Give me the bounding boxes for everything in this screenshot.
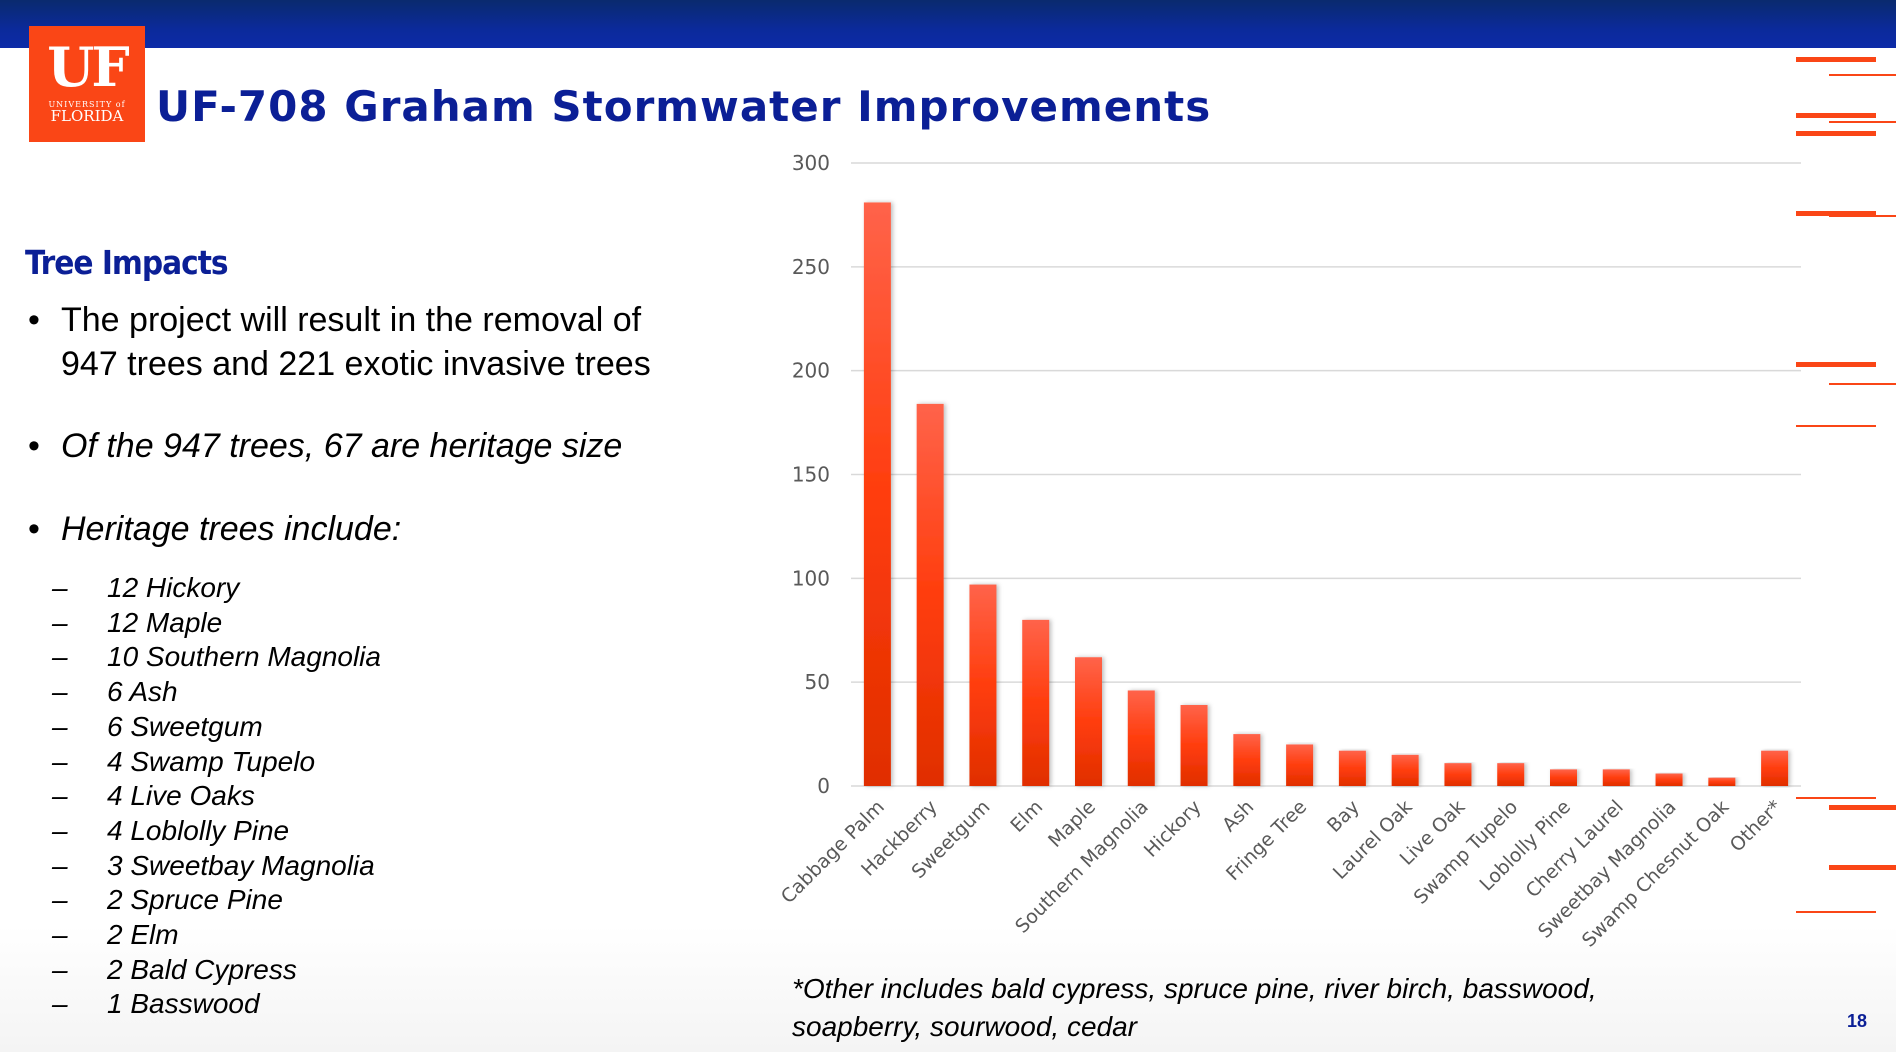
heritage-tree-text: 6 Sweetgum bbox=[107, 710, 263, 742]
y-tick-label: 200 bbox=[792, 359, 830, 383]
dash-icon: – bbox=[52, 676, 68, 708]
decorative-line bbox=[1796, 797, 1876, 799]
dash-icon: – bbox=[52, 745, 68, 777]
bullet-text: 947 trees and 221 exotic invasive trees bbox=[61, 345, 651, 383]
bar-southern-magnolia bbox=[1127, 690, 1155, 786]
y-tick-label: 0 bbox=[817, 774, 830, 798]
heritage-tree-text: 4 Live Oaks bbox=[107, 780, 255, 812]
dash-icon: – bbox=[52, 572, 68, 603]
page-title: UF-708 Graham Stormwater Improvements bbox=[156, 82, 1212, 131]
bar-hickory bbox=[1180, 705, 1208, 786]
logo-mark: UF bbox=[47, 35, 129, 99]
x-tick-label: Bay bbox=[1323, 796, 1364, 837]
bar-ash bbox=[1233, 734, 1261, 786]
bar-elm bbox=[1022, 619, 1050, 786]
page-number: 18 bbox=[1847, 1011, 1868, 1031]
heritage-tree-text: 4 Loblolly Pine bbox=[107, 814, 290, 846]
decorative-line bbox=[1829, 74, 1896, 76]
heritage-tree-text: 3 Sweetbay Magnolia bbox=[107, 849, 375, 881]
logo-florida: FLORIDA bbox=[50, 107, 124, 125]
footnote-line: soapberry, sourwood, cedar bbox=[792, 1011, 1137, 1042]
x-tick-label: Ash bbox=[1218, 796, 1258, 836]
header-bar bbox=[0, 0, 1896, 48]
bar-sweetbay-magnolia bbox=[1655, 773, 1683, 786]
decorative-line bbox=[1796, 425, 1876, 427]
logo-university: UNIVERSITY of bbox=[48, 100, 126, 109]
dash-icon: – bbox=[52, 641, 68, 673]
heritage-tree-text: 2 Spruce Pine bbox=[107, 884, 283, 916]
bar-hackberry bbox=[916, 403, 944, 786]
dash-icon: – bbox=[52, 780, 68, 812]
dash-icon: – bbox=[52, 884, 68, 916]
x-tick-label: Hickory bbox=[1140, 796, 1206, 862]
x-tick-label: Elm bbox=[1006, 796, 1047, 837]
heritage-tree-text: 4 Swamp Tupelo bbox=[107, 745, 316, 777]
footnote-line: *Other includes bald cypress, spruce pin… bbox=[792, 973, 1597, 1004]
heritage-tree-text: 2 Elm bbox=[107, 919, 179, 950]
decorative-line bbox=[1796, 362, 1876, 367]
decorative-line bbox=[1796, 211, 1876, 216]
chart-footnote: *Other includes bald cypress, spruce pin… bbox=[792, 970, 1597, 1046]
bar-live-oak bbox=[1444, 763, 1472, 786]
bar-cherry-laurel bbox=[1602, 769, 1630, 786]
bar-maple bbox=[1075, 657, 1102, 786]
heritage-tree-text: 1 Basswood bbox=[107, 988, 260, 1020]
bar-sweetgum bbox=[969, 584, 997, 786]
uf-logo: UF UNIVERSITY of FLORIDA bbox=[29, 26, 145, 142]
bar-other bbox=[1761, 750, 1789, 786]
decorative-line bbox=[1829, 865, 1896, 870]
bar-swamp-tupelo bbox=[1497, 763, 1525, 786]
bar-laurel-oak bbox=[1391, 754, 1419, 786]
bullet-icon: • bbox=[28, 301, 40, 339]
heritage-tree-text: 12 Hickory bbox=[107, 572, 240, 603]
decorative-line bbox=[1796, 911, 1876, 913]
dash-icon: – bbox=[52, 814, 68, 846]
decorative-line bbox=[1829, 121, 1896, 123]
y-tick-label: 300 bbox=[792, 151, 830, 175]
y-tick-label: 150 bbox=[792, 463, 830, 487]
dash-icon: – bbox=[52, 606, 68, 638]
dash-icon: – bbox=[52, 953, 68, 985]
decorative-line bbox=[1796, 113, 1876, 118]
dash-icon: – bbox=[52, 710, 68, 742]
decorative-line bbox=[1796, 131, 1876, 136]
bar-loblolly-pine bbox=[1550, 769, 1577, 786]
section-title: Tree Impacts bbox=[25, 243, 229, 282]
bar-cabbage-palm bbox=[863, 202, 891, 786]
y-tick-label: 100 bbox=[792, 566, 830, 590]
decorative-line bbox=[1829, 215, 1896, 217]
bullet-text: Heritage trees include: bbox=[61, 510, 402, 548]
bullet-icon: • bbox=[28, 427, 40, 465]
heritage-tree-text: 2 Bald Cypress bbox=[107, 953, 297, 985]
bar-bay bbox=[1338, 750, 1366, 786]
dash-icon: – bbox=[52, 849, 68, 881]
bullet-text: The project will result in the removal o… bbox=[61, 301, 642, 339]
bar-swamp-chesnut-oak bbox=[1708, 777, 1736, 786]
decorative-line bbox=[1829, 383, 1896, 385]
dash-icon: – bbox=[52, 919, 68, 950]
bullet-icon: • bbox=[28, 510, 40, 548]
heritage-tree-text: 12 Maple bbox=[107, 606, 223, 638]
dash-icon: – bbox=[52, 988, 68, 1020]
bullet-text: Of the 947 trees, 67 are heritage size bbox=[61, 427, 623, 465]
x-tick-label: Other* bbox=[1726, 796, 1786, 856]
bar-fringe-tree bbox=[1286, 744, 1314, 786]
heritage-tree-text: 6 Ash bbox=[107, 676, 178, 708]
y-tick-label: 250 bbox=[792, 255, 830, 279]
heritage-tree-text: 10 Southern Magnolia bbox=[107, 641, 381, 673]
y-tick-label: 50 bbox=[805, 670, 830, 694]
decorative-line bbox=[1796, 57, 1876, 62]
decorative-line bbox=[1829, 805, 1896, 810]
